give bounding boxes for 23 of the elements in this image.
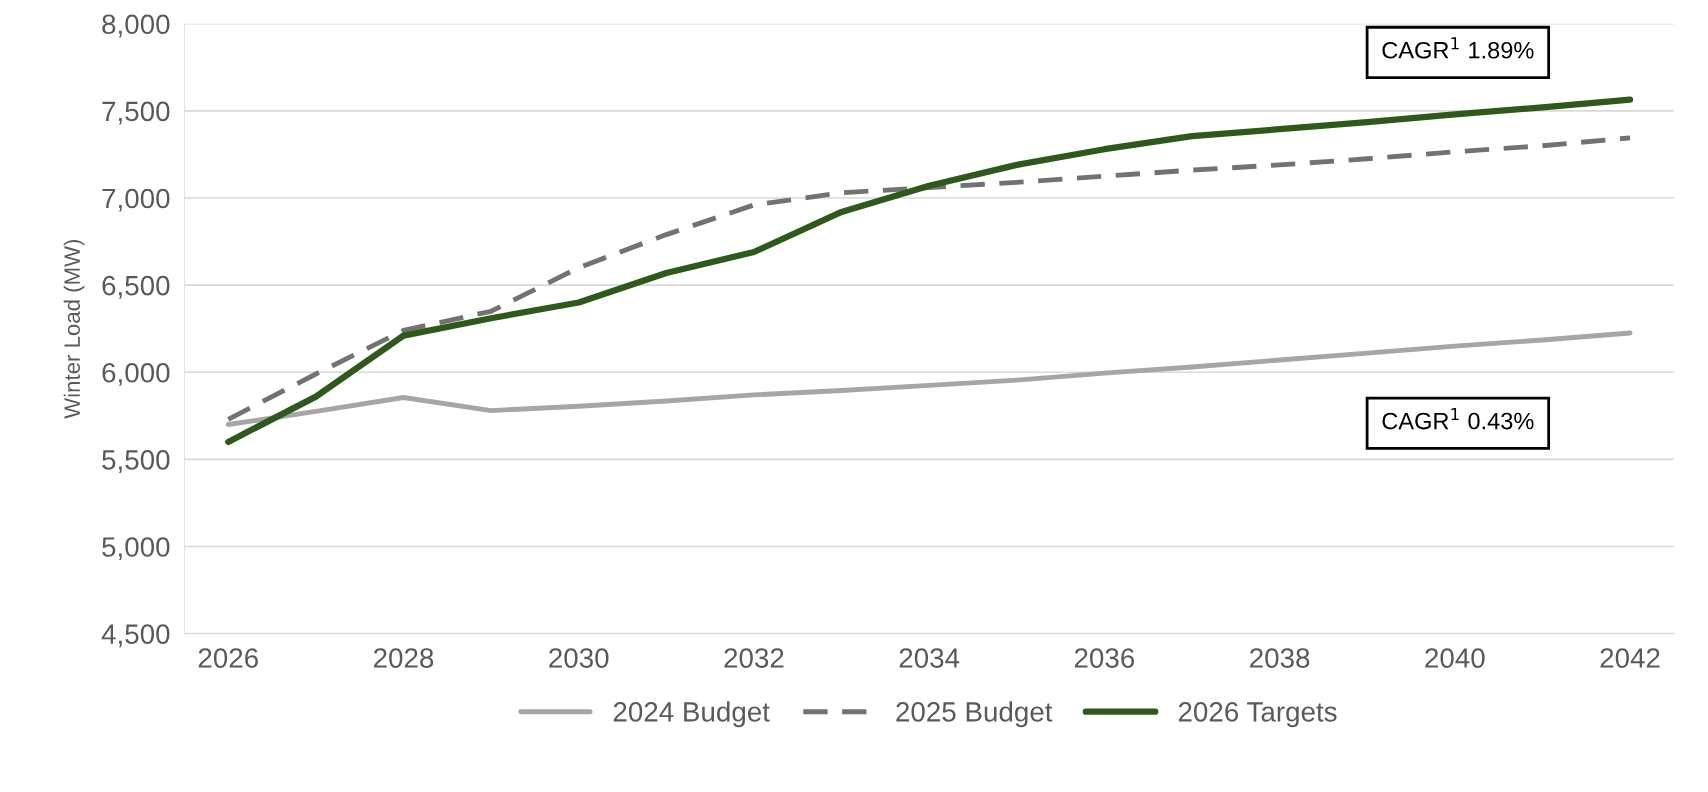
x-tick-label: 2042 [1600, 648, 1660, 668]
x-tick-label: 2028 [373, 648, 434, 668]
x-tick-label: 2036 [1074, 648, 1135, 668]
y-tick-label: 7,500 [102, 101, 170, 125]
annotation: CAGR$^{1}$ 0.43% [1382, 408, 1534, 430]
y-axis-title: Winter Load (MW) [63, 239, 85, 419]
x-tick-label: 2034 [899, 648, 960, 668]
legend-label: 2024 Budget [613, 701, 770, 728]
y-tick-label: 8,000 [102, 14, 170, 38]
legend-label: 2026 Targets [1178, 702, 1337, 728]
y-tick-label: 4,500 [101, 624, 170, 648]
x-tick-label: 2030 [549, 648, 609, 668]
y-tick-label: 7,000 [102, 188, 170, 212]
x-tick-label: 2026 [198, 648, 258, 668]
y-tick-label: 5,000 [102, 537, 170, 561]
annotation: CAGR$^{1}$ 1.89% [1382, 37, 1534, 59]
y-tick-label: 5,500 [102, 450, 170, 473]
x-tick-label: 2038 [1250, 648, 1310, 668]
x-tick-label: 2032 [724, 648, 784, 668]
y-tick-label: 6,000 [102, 362, 170, 386]
y-tick-label: 6,500 [102, 275, 170, 299]
x-tick-label: 2040 [1425, 648, 1485, 668]
legend-label: 2025 Budget [896, 701, 1053, 728]
